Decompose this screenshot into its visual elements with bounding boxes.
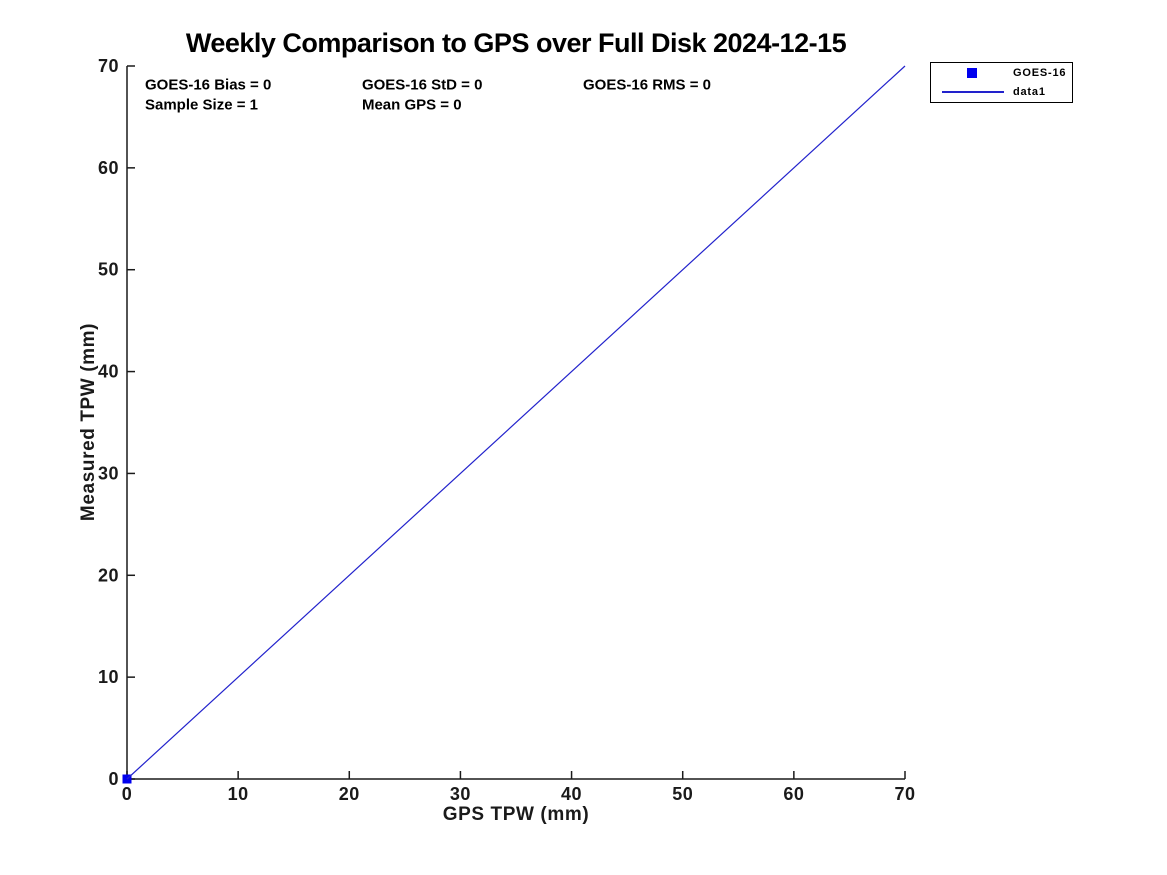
y-tick-label: 0 bbox=[108, 769, 119, 789]
y-tick-label: 50 bbox=[98, 260, 119, 280]
x-tick-label: 50 bbox=[672, 784, 693, 804]
legend-entry-label: GOES-16 bbox=[1013, 67, 1067, 80]
legend-line-icon bbox=[931, 90, 1013, 93]
y-tick-label: 40 bbox=[98, 362, 119, 382]
y-tick-label: 60 bbox=[98, 158, 119, 178]
y-tick-label: 30 bbox=[98, 463, 119, 483]
legend: GOES-16 data1 bbox=[930, 62, 1073, 103]
legend-entry-label: data1 bbox=[1013, 85, 1046, 98]
x-tick-label: 70 bbox=[894, 784, 915, 804]
legend-square-marker-icon bbox=[931, 68, 1013, 79]
x-tick-label: 10 bbox=[228, 784, 249, 804]
y-tick-label: 70 bbox=[98, 56, 119, 76]
legend-entry-goes16: GOES-16 bbox=[931, 65, 1072, 82]
x-tick-label: 40 bbox=[561, 784, 582, 804]
legend-entry-data1: data1 bbox=[931, 83, 1072, 100]
annotation-rms: GOES-16 RMS = 0 bbox=[583, 76, 711, 94]
y-tick-label: 10 bbox=[98, 667, 119, 687]
x-tick-label: 20 bbox=[339, 784, 360, 804]
x-axis-label: GPS TPW (mm) bbox=[442, 804, 590, 825]
y-tick-label: 20 bbox=[98, 565, 119, 585]
chart-title: Weekly Comparison to GPS over Full Disk … bbox=[185, 28, 847, 58]
x-tick-label: 0 bbox=[122, 784, 133, 804]
y-axis-label: Measured TPW (mm) bbox=[78, 322, 99, 522]
annotation-sample-size: Sample Size = 1 bbox=[145, 96, 258, 114]
annotation-std: GOES-16 StD = 0 bbox=[361, 76, 483, 94]
annotation-bias: GOES-16 Bias = 0 bbox=[145, 76, 272, 94]
x-tick-label: 30 bbox=[450, 784, 471, 804]
annotation-mean-gps: Mean GPS = 0 bbox=[361, 96, 462, 114]
identity-line bbox=[126, 65, 906, 780]
x-tick-label: 60 bbox=[783, 784, 804, 804]
